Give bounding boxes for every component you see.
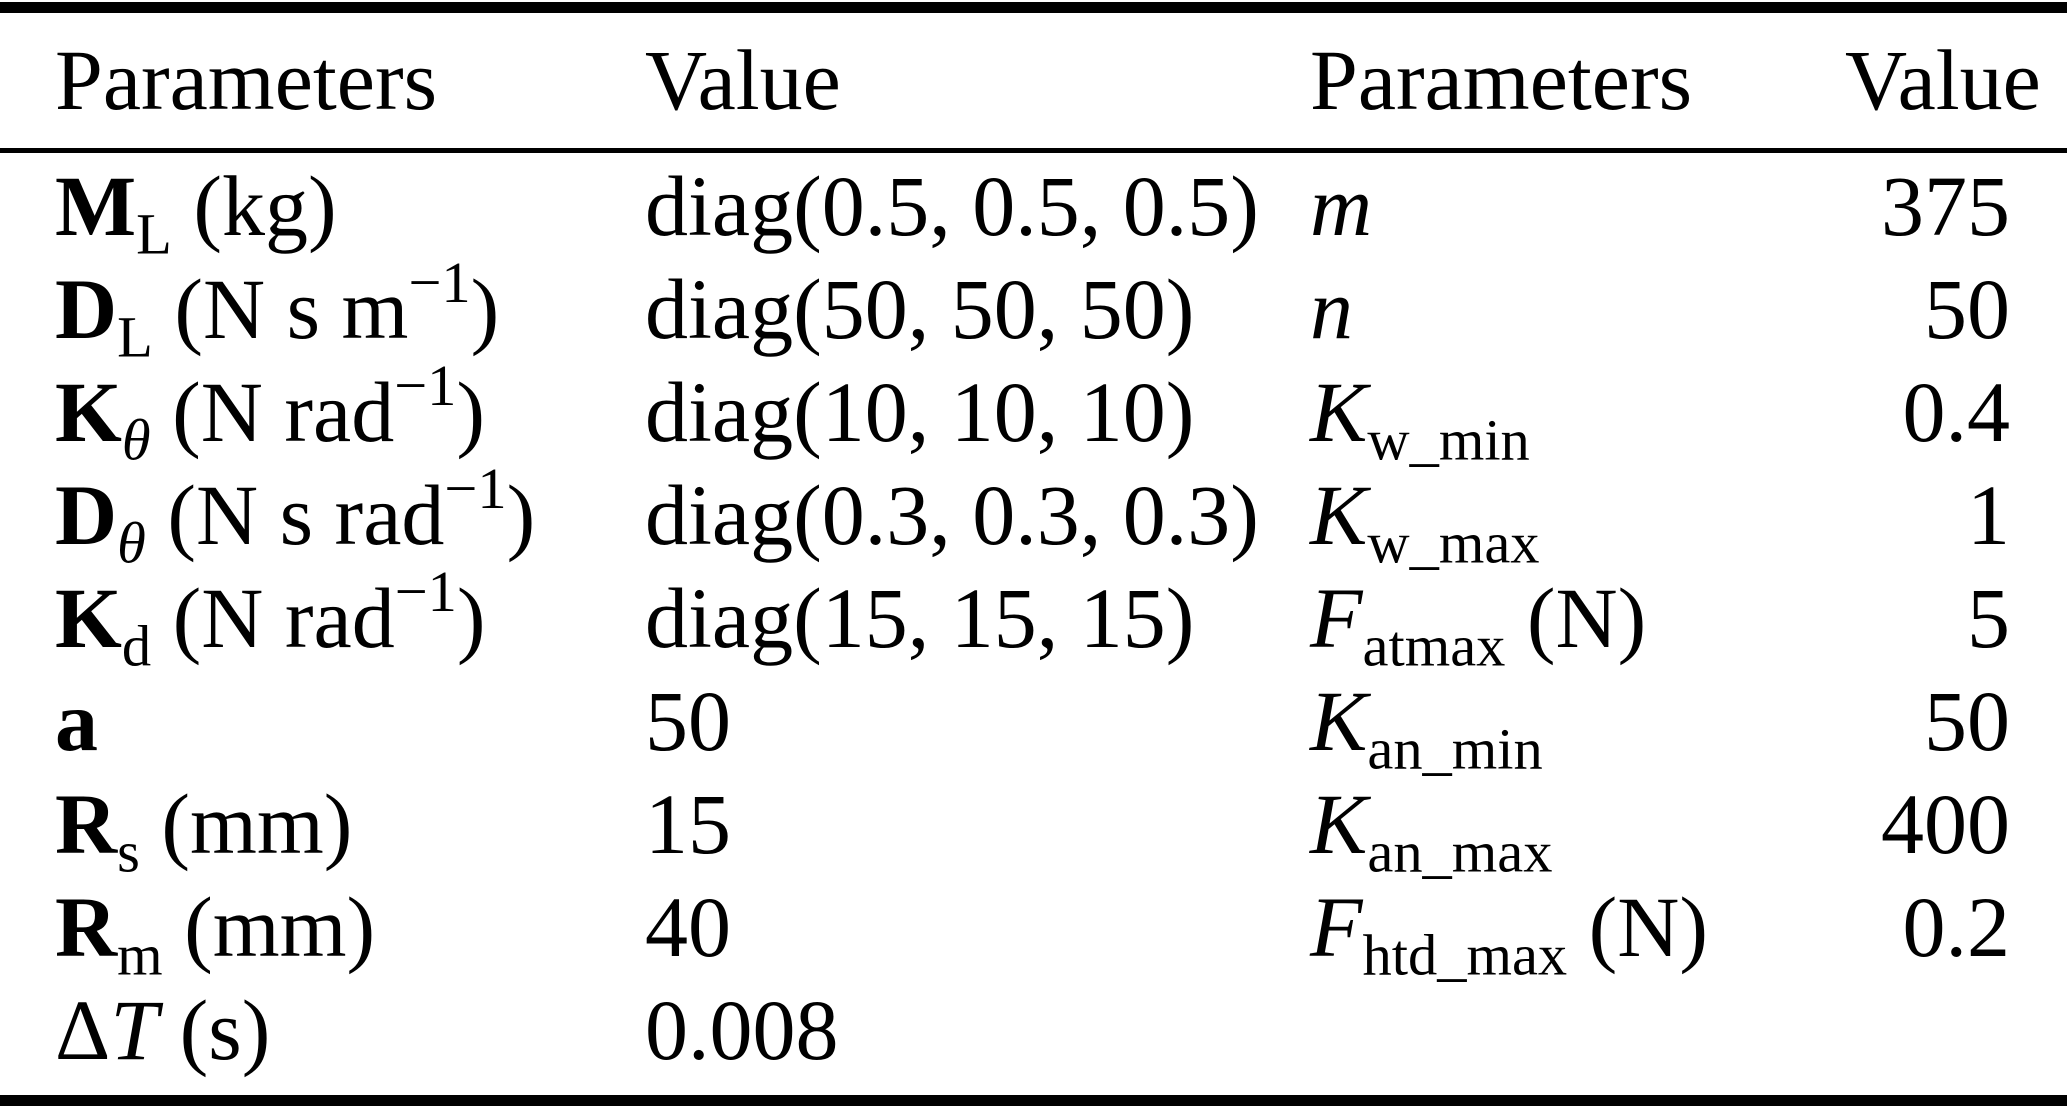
value-cell-left: 40 xyxy=(645,879,731,975)
param-segment: (N) xyxy=(1505,570,1647,666)
param-segment: atmax xyxy=(1362,613,1506,679)
param-segment: −1 xyxy=(394,352,457,418)
param-segment: (N s m xyxy=(152,261,409,357)
value-cell-right: 1 xyxy=(1967,467,2010,563)
param-segment: L xyxy=(136,201,172,267)
param-segment: θ xyxy=(117,510,146,576)
param-segment: K xyxy=(1310,364,1368,460)
value-cell-right: 5 xyxy=(1967,570,2010,666)
param-segment: F xyxy=(1310,570,1363,666)
param-segment: (N rad xyxy=(150,364,395,460)
value-cell-right: 50 xyxy=(1924,261,2010,357)
param-segment: an_max xyxy=(1367,819,1553,885)
header-parameters-right: Parameters xyxy=(1310,32,1693,128)
param-segment: ) xyxy=(506,467,536,563)
param-segment: a xyxy=(55,673,98,769)
table-body: ML (kg) diag(0.5, 0.5, 0.5) m 375 DL (N s m−… xyxy=(0,155,2067,1082)
param-cell-left: Rm (mm) xyxy=(0,876,645,984)
param-cell-right xyxy=(1310,979,1845,1082)
param-cell-right: Kan_max xyxy=(1310,773,1845,881)
value-cell-left: diag(15, 15, 15) xyxy=(645,570,1195,666)
param-cell-left: Kθ (N rad−1) xyxy=(0,356,645,469)
param-cell-left: Rs (mm) xyxy=(0,773,645,881)
value-cell-right: 50 xyxy=(1924,673,2010,769)
header-value-left: Value xyxy=(645,32,841,128)
param-segment: (mm) xyxy=(139,776,353,872)
param-segment: (N rad xyxy=(151,570,395,666)
param-segment: T xyxy=(110,982,159,1078)
value-cell-right: 375 xyxy=(1881,158,2010,254)
param-cell-right: Kw_min xyxy=(1310,361,1845,469)
param-segment: (s) xyxy=(158,982,271,1078)
param-segment: w_min xyxy=(1367,407,1530,473)
param-segment: K xyxy=(55,364,122,460)
param-segment: n xyxy=(1310,261,1353,357)
param-segment: (mm) xyxy=(162,879,376,975)
header-separator-rule xyxy=(0,148,2067,153)
value-cell-right: 0.4 xyxy=(1902,364,2011,460)
param-cell-right: n xyxy=(1310,258,1845,361)
value-cell-left: 0.008 xyxy=(645,982,839,1078)
value-cell-right: 0.2 xyxy=(1902,879,2011,975)
param-segment: θ xyxy=(121,407,151,473)
param-segment: ) xyxy=(456,570,486,666)
param-segment: ) xyxy=(470,261,500,357)
value-cell-right xyxy=(1845,979,2067,1082)
param-segment: m xyxy=(1310,158,1373,254)
table-header-row: Parameters Value Parameters Value xyxy=(0,13,2067,148)
param-cell-right: Kan_min xyxy=(1310,670,1845,778)
param-cell-left: ΔT (s) xyxy=(0,979,645,1082)
header-value-right: Value xyxy=(1845,32,2041,128)
param-segment: −1 xyxy=(408,249,471,315)
param-segment: (N s rad xyxy=(145,467,445,563)
param-segment: (N) xyxy=(1567,879,1709,975)
param-segment: w_max xyxy=(1367,510,1540,576)
param-segment: (kg) xyxy=(171,158,337,254)
value-cell-left: diag(0.5, 0.5, 0.5) xyxy=(645,158,1259,254)
param-cell-left: Kd (N rad−1) xyxy=(0,562,645,675)
param-segment: −1 xyxy=(444,455,507,521)
param-cell-right: Fatmax (N) xyxy=(1310,567,1845,675)
param-segment: d xyxy=(121,613,152,679)
param-segment: R xyxy=(55,776,118,872)
param-cell-left: a xyxy=(0,670,645,773)
param-segment: htd_max xyxy=(1362,922,1568,988)
param-segment: s xyxy=(117,819,140,885)
param-segment: D xyxy=(55,467,118,563)
param-segment: −1 xyxy=(394,558,457,624)
bottom-rule xyxy=(0,1095,2067,1106)
param-segment: m xyxy=(117,922,163,988)
param-segment: L xyxy=(117,304,153,370)
param-segment: K xyxy=(55,570,122,666)
param-segment: Δ xyxy=(55,982,111,1078)
value-cell-left: diag(10, 10, 10) xyxy=(645,364,1195,460)
param-cell-right: Fhtd_max (N) xyxy=(1310,876,1845,984)
param-segment: K xyxy=(1310,673,1368,769)
top-rule xyxy=(0,2,2067,13)
value-cell-left: 15 xyxy=(645,776,731,872)
param-cell-left: Dθ (N s rad−1) xyxy=(0,459,645,572)
value-cell-left: 50 xyxy=(645,673,731,769)
value-cell-right: 400 xyxy=(1881,776,2010,872)
param-cell-right: m xyxy=(1310,155,1845,258)
param-segment: K xyxy=(1310,467,1368,563)
param-cell-right: Kw_max xyxy=(1310,464,1845,572)
param-segment: K xyxy=(1310,776,1368,872)
param-segment: F xyxy=(1310,879,1363,975)
param-cell-left: ML (kg) xyxy=(0,155,645,263)
param-segment: ) xyxy=(456,364,486,460)
param-segment: an_min xyxy=(1367,716,1543,782)
value-cell-left: diag(0.3, 0.3, 0.3) xyxy=(645,467,1259,563)
value-cell-left: diag(50, 50, 50) xyxy=(645,261,1195,357)
param-cell-left: DL (N s m−1) xyxy=(0,253,645,366)
param-segment: M xyxy=(55,158,137,254)
param-segment: R xyxy=(55,879,118,975)
header-parameters-left: Parameters xyxy=(55,32,438,128)
param-segment: D xyxy=(55,261,118,357)
